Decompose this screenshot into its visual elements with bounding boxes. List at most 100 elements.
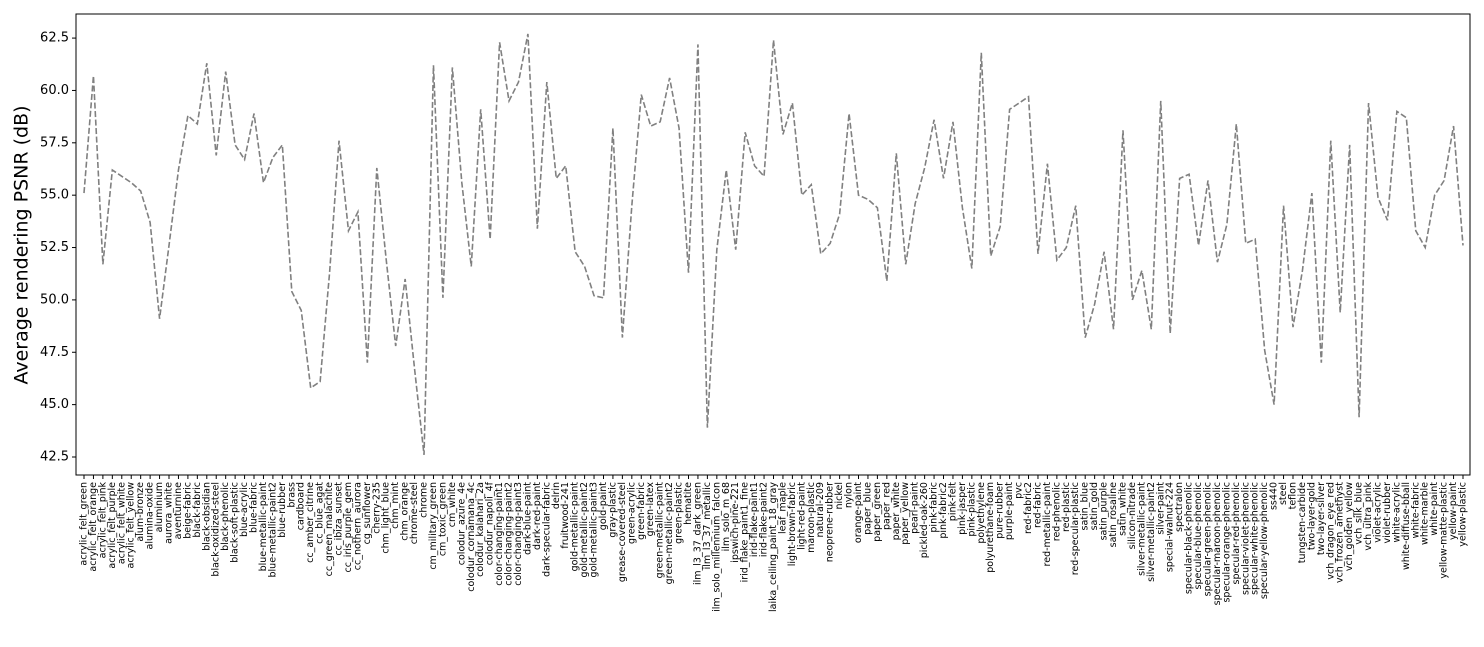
- x-tick-label: satin_white: [1117, 482, 1128, 536]
- x-tick-label: acrylic_felt_white: [116, 482, 127, 564]
- series-line: [83, 33, 1464, 455]
- x-tick-label: pvc: [1014, 482, 1025, 499]
- x-tick-label: nickel: [834, 482, 845, 510]
- x-tick-label: laika_ceiling_paint_18_gray: [768, 482, 779, 612]
- x-tick-label: dark-red-paint: [532, 482, 543, 550]
- x-tick-label: red-fabric: [1032, 482, 1043, 528]
- x-tick-label: neoprene-rubber: [825, 482, 836, 562]
- x-tick-label: white-acrylic: [1391, 482, 1402, 543]
- x-tick-label: colodur_kalahari_2a: [475, 482, 486, 577]
- x-tick-label: paper_green: [872, 482, 883, 542]
- x-tick-label: cc_iris_purple_gem: [343, 482, 354, 572]
- x-tick-label: satin_purple: [1099, 482, 1110, 541]
- x-tick-label: green-metallic-paint: [655, 482, 666, 579]
- y-axis-label: Average rendering PSNR (dB): [11, 105, 33, 384]
- x-tick-label: vch_dragon_eye_red: [1325, 482, 1336, 580]
- x-tick-label: specular-black-phenolic: [1184, 482, 1195, 594]
- x-tick-label: fruitwood-241: [560, 482, 571, 549]
- x-tick-label: cm_white: [447, 482, 458, 527]
- x-tick-label: cc_green_malachite: [324, 482, 335, 577]
- x-tick-label: cm_military_green: [428, 482, 439, 570]
- x-tick-label: acrylic_felt_pink: [97, 482, 108, 559]
- x-tick-label: red-plastic: [1061, 482, 1072, 532]
- x-tick-label: special-walnut-224: [1165, 482, 1176, 572]
- x-tick-label: vch_silk_blue: [1354, 482, 1365, 545]
- x-tick-label: ilm_l3_37_dark_green: [692, 482, 703, 585]
- x-tick-label: yellow-matte-plastic: [1439, 482, 1450, 579]
- x-tick-label: blue-rubber: [277, 482, 288, 538]
- x-tick-label: ipswich-pine-221: [730, 482, 741, 563]
- x-tick-label: black-soft-plastic: [230, 482, 241, 563]
- x-tick-label: dark-blue-paint: [522, 482, 533, 555]
- x-tick-label: specular-maroon-phenolic: [1212, 482, 1223, 605]
- x-tick-label: maroon-plastic: [806, 482, 817, 553]
- x-tick-label: white-fabric: [1410, 482, 1421, 538]
- x-tick-label: pink-jasper: [957, 482, 968, 535]
- x-tick-label: gold-metallic-paint2: [579, 482, 590, 577]
- x-tick-label: white-paint: [1429, 482, 1440, 536]
- x-tick-label: violet-rubber: [1382, 482, 1393, 544]
- y-tick-label: 50.0: [40, 292, 69, 307]
- x-tick-label: pickled-oak-260: [919, 482, 930, 558]
- x-tick-label: gray-plastic: [607, 482, 618, 538]
- x-tick-label: pink-felt: [947, 482, 958, 521]
- x-tick-label: irid_flake_paint1_fine: [740, 482, 751, 583]
- x-tick-label: satin_gold: [1089, 482, 1100, 530]
- x-tick-label: colodur_cornamana_4c: [466, 482, 477, 592]
- x-tick-label: vch_frozen_amethyst: [1335, 482, 1346, 583]
- x-tick-label: natural-209: [815, 482, 826, 538]
- x-tick-label: specular-yellow-phenolic: [1259, 482, 1270, 599]
- x-tick-label: ilm_l3_37_metallic: [702, 482, 713, 569]
- x-tick-label: cc_blue_agat: [315, 482, 326, 544]
- y-tick-label: 60.0: [40, 83, 69, 98]
- x-tick-label: light-brown-fabric: [787, 482, 798, 566]
- x-tick-label: ilm_solo_m_68: [721, 482, 732, 551]
- x-tick-label: paper_red: [881, 482, 892, 530]
- x-tick-label: orange-paint: [853, 482, 864, 543]
- x-tick-label: acrylic_felt_purple: [107, 482, 118, 569]
- y-tick-label: 62.5: [40, 31, 69, 46]
- x-tick-label: acrylic_felt_yellow: [126, 482, 137, 569]
- x-tick-label: black-oxidized-steel: [211, 482, 222, 577]
- x-tick-label: cc_nothern_aurora: [352, 482, 363, 570]
- x-tick-label: specular-white-phenolic: [1250, 482, 1261, 595]
- plot-frame: [75, 13, 1471, 476]
- x-tick-label: cherry-235: [371, 482, 382, 534]
- x-tick-label: paper_blue: [862, 482, 873, 535]
- x-tick-label: specular-orange-phenolic: [1221, 482, 1232, 603]
- x-tick-label: cm_toxic_green: [437, 482, 448, 556]
- x-tick-label: light-red-paint: [796, 482, 807, 550]
- x-tick-label: ss440: [1269, 482, 1280, 510]
- x-tick-label: cc_ibiza_sunset: [334, 482, 345, 556]
- x-tick-label: polyethylene: [976, 482, 987, 544]
- x-tick-label: blue-metallic-paint2: [267, 482, 278, 577]
- x-tick-label: red-phenolic: [1051, 482, 1062, 541]
- x-tick-label: two-layer-gold: [1306, 482, 1317, 550]
- x-tick-label: yellow-plastic: [1458, 482, 1469, 547]
- x-tick-label: white-marble: [1420, 482, 1431, 545]
- x-tick-label: irid-flake-paint2: [759, 482, 770, 557]
- y-tick-label: 52.5: [40, 240, 69, 255]
- x-tick-label: red-fabric2: [1023, 482, 1034, 534]
- x-tick-label: brass: [286, 482, 297, 508]
- x-tick-label: paper_yellow: [900, 482, 911, 545]
- x-tick-label: irid-flake-paint1: [749, 482, 760, 557]
- x-tick-label: red-metallic-paint: [1042, 482, 1053, 567]
- x-tick-label: chrome-steel: [409, 482, 420, 544]
- x-tick-label: chm_mint: [390, 482, 401, 529]
- x-tick-label: green-plastic: [674, 482, 685, 544]
- x-tick-label: black-fabric: [192, 482, 203, 538]
- x-tick-label: dark-specular-fabric: [541, 482, 552, 577]
- x-tick-label: paper_white: [891, 482, 902, 541]
- x-tick-label: cc_amber_citrine: [305, 482, 316, 563]
- x-tick-label: aluminium: [154, 482, 165, 532]
- x-tick-label: silicon-nitrade: [1127, 482, 1138, 549]
- x-tick-label: satin_blue: [1080, 482, 1091, 531]
- x-tick-label: beige-fabric: [182, 482, 193, 539]
- x-tick-label: vch_ultra_pink: [1363, 482, 1374, 551]
- y-tick-label: 47.5: [40, 345, 69, 360]
- x-tick-label: silver-paint: [1155, 482, 1166, 535]
- x-tick-label: aurora_white: [164, 482, 175, 544]
